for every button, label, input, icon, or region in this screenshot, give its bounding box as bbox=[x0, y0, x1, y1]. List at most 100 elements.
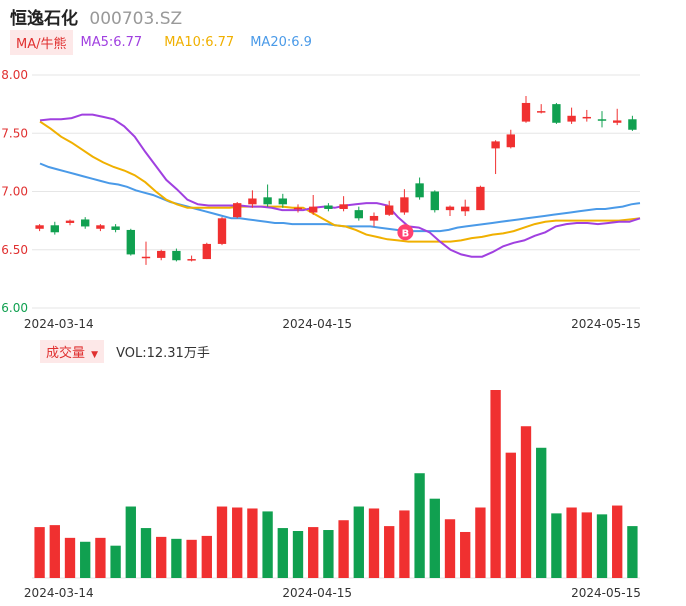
x-tick-label: 2024-03-14 bbox=[24, 317, 94, 331]
candle-body bbox=[141, 256, 151, 259]
candle-body bbox=[445, 206, 455, 211]
volume-bar bbox=[323, 530, 334, 578]
candle-body bbox=[430, 191, 439, 211]
volume-bar bbox=[49, 525, 60, 578]
volume-bar bbox=[490, 390, 501, 578]
volume-bar bbox=[627, 526, 638, 578]
candle-body bbox=[157, 250, 166, 258]
volume-bar bbox=[353, 506, 364, 578]
y-tick-label: 7.00 bbox=[1, 185, 28, 199]
candle-body bbox=[278, 198, 287, 205]
volume-bar bbox=[520, 426, 532, 578]
candle-body bbox=[233, 203, 242, 218]
y-tick-label: 6.50 bbox=[1, 243, 28, 257]
ma20-value: MA20:6.9 bbox=[250, 34, 312, 50]
volume-bar bbox=[247, 508, 258, 578]
volume-bar bbox=[414, 473, 425, 578]
candle-body bbox=[111, 226, 120, 230]
candle-body bbox=[476, 186, 485, 211]
ma5-value: MA5:6.77 bbox=[80, 34, 143, 50]
candle-body bbox=[65, 220, 75, 223]
volume-indicator-selector[interactable]: 成交量 ▼ bbox=[40, 339, 105, 363]
volume-bar bbox=[566, 507, 577, 578]
ma10-value: MA10:6.77 bbox=[164, 34, 235, 50]
candle-body bbox=[552, 104, 561, 123]
candle-body bbox=[354, 210, 363, 219]
ma-type-selector[interactable]: MA/牛熊 bbox=[10, 29, 73, 55]
volume-bar bbox=[368, 508, 380, 578]
candle-body bbox=[172, 250, 181, 261]
volume-label: 成交量 bbox=[46, 345, 86, 361]
volume-bar bbox=[581, 512, 592, 578]
volume-bar bbox=[140, 528, 152, 578]
volume-bar bbox=[505, 452, 516, 578]
y-tick-label: 6.00 bbox=[1, 301, 28, 315]
volume-bar bbox=[596, 514, 608, 578]
candle-body bbox=[461, 206, 470, 212]
volume-bar bbox=[201, 535, 212, 578]
stock-code: 000703.SZ bbox=[89, 9, 183, 29]
candle-body bbox=[263, 197, 272, 205]
candle-body bbox=[248, 198, 257, 205]
volume-bar bbox=[551, 513, 562, 578]
candle-body bbox=[369, 215, 379, 221]
buy-marker-label: B bbox=[402, 228, 410, 239]
volume-bar bbox=[338, 520, 349, 578]
volume-bar bbox=[612, 505, 623, 578]
y-tick-label: 7.50 bbox=[1, 126, 28, 140]
candle-body bbox=[96, 225, 105, 229]
volume-bar bbox=[475, 507, 486, 578]
candle-body bbox=[81, 219, 90, 227]
candle-body bbox=[628, 119, 637, 130]
candle-body bbox=[35, 225, 44, 229]
volume-bar bbox=[186, 539, 197, 578]
candle-body bbox=[521, 102, 531, 122]
volume-bar bbox=[262, 511, 273, 578]
volume-bar bbox=[216, 506, 228, 578]
volume-bar bbox=[80, 541, 91, 578]
candle-body bbox=[339, 204, 348, 209]
candle-body bbox=[126, 229, 135, 255]
buy-marker bbox=[397, 224, 414, 241]
candle-body bbox=[567, 115, 576, 122]
volume-bar bbox=[292, 531, 304, 578]
x-tick-label: 2024-04-15 bbox=[282, 317, 352, 331]
candle-body bbox=[506, 134, 515, 148]
volume-bar bbox=[171, 538, 182, 578]
volume-bar bbox=[460, 531, 471, 578]
volume-bar bbox=[64, 537, 76, 578]
candle-body bbox=[309, 206, 318, 213]
x-tick-label: 2024-05-15 bbox=[571, 317, 641, 331]
candle-body bbox=[202, 243, 211, 260]
volume-bar bbox=[156, 536, 167, 578]
volume-bar bbox=[308, 527, 319, 578]
volume-bar bbox=[399, 510, 410, 578]
volume-bar bbox=[232, 507, 243, 578]
volume-bar bbox=[277, 528, 288, 578]
volume-value: VOL:12.31万手 bbox=[116, 345, 210, 361]
volume-x-tick-label: 2024-05-15 bbox=[571, 586, 641, 600]
ma-legend: MA/牛熊 MA5:6.77 MA10:6.77 MA20:6.9 bbox=[10, 29, 312, 55]
volume-bar bbox=[34, 527, 45, 578]
volume-bar bbox=[429, 498, 440, 578]
candle-body bbox=[597, 119, 607, 121]
candle-body bbox=[50, 225, 59, 233]
stock-name: 恒逸石化 bbox=[10, 9, 78, 29]
volume-bar bbox=[110, 545, 121, 578]
volume-bar bbox=[125, 506, 136, 578]
volume-bar bbox=[444, 519, 456, 578]
candle-body bbox=[324, 205, 333, 209]
candle-body bbox=[187, 259, 196, 261]
stock-header: 恒逸石化 000703.SZ bbox=[10, 4, 182, 29]
volume-bar bbox=[384, 526, 395, 578]
candle-body bbox=[293, 207, 303, 210]
y-tick-label: 8.00 bbox=[1, 68, 28, 82]
volume-x-tick-label: 2024-03-14 bbox=[24, 586, 94, 600]
candle-body bbox=[537, 111, 546, 113]
volume-x-tick-label: 2024-04-15 bbox=[282, 586, 352, 600]
volume-bar bbox=[536, 447, 547, 578]
candle-body bbox=[385, 205, 394, 215]
volume-legend: 成交量 ▼ VOL:12.31万手 bbox=[40, 339, 210, 363]
dropdown-arrow-icon: ▼ bbox=[91, 349, 99, 360]
